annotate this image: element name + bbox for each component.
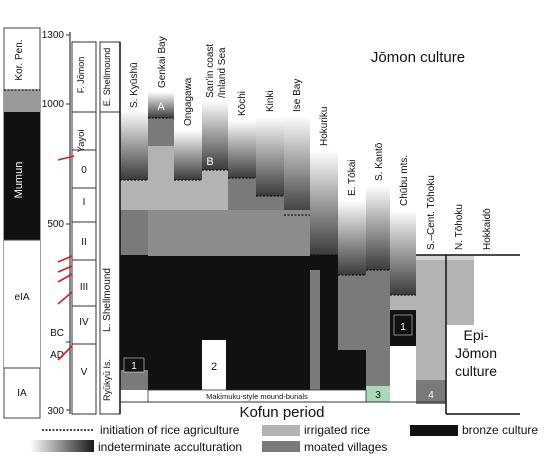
- mumun-band: [4, 112, 40, 240]
- region-label-ongagawa: Ongagawa: [183, 77, 194, 126]
- svg-text:culture: culture: [455, 363, 497, 379]
- eia-label: eIA: [14, 292, 29, 303]
- ryukyu-label: Ryūkyū Is.: [102, 359, 112, 401]
- e-shellmound-label: E. Shellmound: [102, 48, 112, 107]
- region-label-ise-bay: Ise Bay: [292, 79, 303, 112]
- bronze-block-west: [148, 256, 310, 390]
- region-label-s-cent-tohoku: S.–Cent. Tōhoku: [426, 175, 437, 250]
- marker-4: 4: [428, 390, 434, 401]
- phase-column: F. Jōmon Yayoi 0 I II III IV V: [57, 41, 97, 415]
- region-label-n-tohoku: N. Tōhoku: [454, 204, 465, 250]
- time-axis: 1300 1000 500 BC AD 300: [42, 30, 71, 417]
- marker-1-right: 1: [400, 322, 406, 333]
- legend: initiation of rice agriculture indetermi…: [30, 423, 538, 454]
- region-label-sanin-line2: /Inland Sea: [217, 47, 228, 98]
- jomon-culture-label: Jōmon culture: [371, 49, 465, 66]
- region-label-s-kyushu: S. Kyūshū: [129, 62, 140, 108]
- markers: A B 1 2 3 4 1: [123, 101, 434, 402]
- phase-v: V: [81, 367, 88, 378]
- l-shellmound-label: L. Shellmound: [102, 268, 113, 332]
- tick-300: 300: [47, 406, 64, 417]
- block-s-kyushu-fade: [120, 110, 148, 180]
- legend-indeterminate-swatch: [30, 440, 94, 452]
- legend-moated-swatch: [262, 441, 300, 452]
- region-label-kochi: Kōchi: [237, 91, 248, 116]
- f-jomon-label: F. Jōmon: [76, 57, 86, 94]
- kofun-period-label: Kofun period: [239, 404, 324, 421]
- region-label-sanin-line1: San'in coast: [205, 44, 216, 98]
- marker-2-box: [202, 340, 226, 390]
- mumun-transition-band: [4, 90, 40, 112]
- ia-label: IA: [17, 388, 27, 399]
- marker-3-box: [366, 386, 390, 402]
- epi-jomon-label: Epi- Jōmon culture: [455, 327, 497, 379]
- legend-bronze-swatch: [410, 425, 458, 436]
- marker-1-left: 1: [131, 361, 137, 372]
- region-label-hokuriku: Hokuriku: [319, 107, 330, 146]
- phase-ii: II: [81, 237, 87, 248]
- kor-pen-label: Kor. Pen.: [14, 39, 25, 80]
- marker-a: A: [157, 101, 165, 113]
- makimuku-label: Makimuku-style mound-burials: [206, 392, 308, 401]
- tick-1000: 1000: [42, 99, 65, 110]
- region-blocks: [4, 42, 520, 415]
- svg-text:Epi-: Epi-: [464, 327, 489, 343]
- tick-1300: 1300: [42, 30, 65, 41]
- legend-irrigated-label: irrigated rice: [304, 423, 370, 437]
- phase-iii: III: [80, 282, 88, 293]
- shellmound-column: E. Shellmound L. Shellmound Ryūkyū Is.: [99, 41, 121, 415]
- tick-bc: BC: [50, 328, 64, 339]
- legend-bronze-label: bronze culture: [462, 423, 538, 437]
- region-label-e-tokai: E. Tōkai: [347, 160, 358, 197]
- phase-0: 0: [81, 165, 87, 176]
- legend-moated-label: moated villages: [304, 440, 387, 454]
- region-label-genkai-bay: Genkai Bay: [157, 36, 168, 88]
- tick-ad: AD: [50, 350, 64, 361]
- mumun-label: Mumun: [13, 162, 25, 199]
- region-label-s-kanto: S. Kantō: [374, 142, 385, 181]
- region-labels: S. Kyūshū Genkai Bay Ongagawa San'in coa…: [129, 36, 493, 250]
- marker-b: B: [206, 156, 213, 168]
- phase-iv: IV: [79, 317, 89, 328]
- korea-column: Kor. Pen. Mumun eIA IA: [3, 27, 41, 419]
- marker-3: 3: [375, 390, 381, 401]
- legend-irrigated-swatch: [262, 425, 300, 436]
- rice-initiation-lines: [4, 89, 416, 296]
- region-label-chubu-mts: Chūbu mts.: [399, 155, 410, 206]
- legend-initiation-label: initiation of rice agriculture: [100, 423, 240, 437]
- phase-i: I: [83, 197, 86, 208]
- region-label-hokkaido: Hokkaidō: [482, 208, 493, 250]
- red-boundary-ticks: [57, 155, 75, 361]
- region-label-kinki: Kinki: [265, 90, 276, 112]
- yayoi-label: Yayoi: [76, 129, 87, 152]
- svg-text:Jōmon: Jōmon: [455, 345, 497, 361]
- legend-indeterminate-label: indeterminate acculturation: [98, 440, 242, 454]
- marker-2: 2: [211, 361, 217, 373]
- tick-500: 500: [47, 219, 64, 230]
